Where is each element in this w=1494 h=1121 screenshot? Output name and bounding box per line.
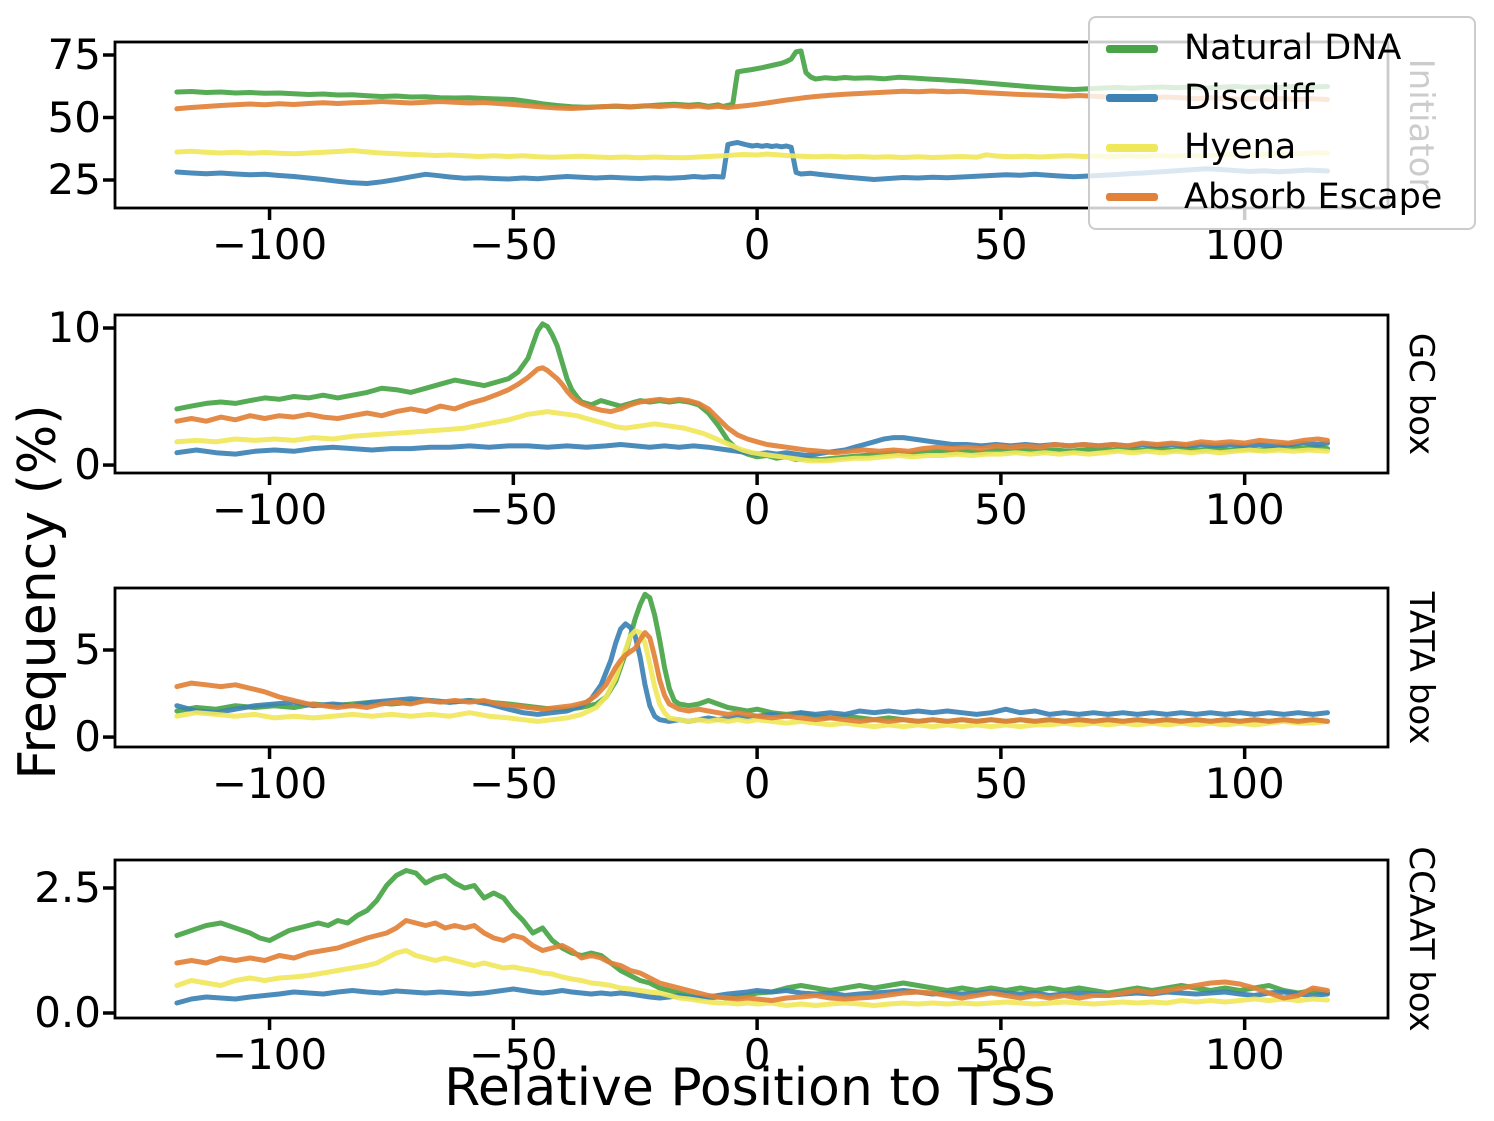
x-tick-label: −100: [211, 485, 328, 534]
panel-title-gc-box: GC box: [1401, 332, 1441, 456]
x-tick-label: 0: [743, 1030, 771, 1079]
x-axis-label: Relative Position to TSS: [444, 1058, 1056, 1118]
line-natural-dna: [174, 868, 1330, 1001]
legend-item-absorb-escape: Absorb Escape: [1106, 179, 1468, 216]
y-tick-label: 2.5: [34, 863, 101, 912]
x-tick-label: 100: [1204, 759, 1285, 808]
x-tick-label: 0: [743, 485, 771, 534]
legend-label: Natural DNA: [1184, 28, 1402, 69]
x-tick-label: −50: [469, 759, 558, 808]
x-tick-label: −50: [469, 485, 558, 534]
y-tick-label: 75: [47, 30, 101, 79]
series-lines: [174, 591, 1330, 730]
panel-gc-box: [103, 313, 1390, 485]
y-tick-label: 0: [74, 712, 101, 762]
axes-spine: [113, 586, 1390, 749]
x-tick-label: −100: [211, 220, 328, 269]
x-tick-label: 0: [743, 759, 771, 808]
x-tick-label: 100: [1204, 1030, 1285, 1079]
x-tick-label: −50: [469, 220, 558, 269]
x-tick-label: 50: [974, 220, 1028, 269]
line-absorb-escape: [174, 918, 1330, 1003]
x-tick-label: 100: [1204, 220, 1285, 269]
y-tick-label: 0.0: [34, 988, 101, 1037]
panel-tata-box: [103, 586, 1390, 759]
series-lines: [174, 321, 1330, 464]
axes-spine: [113, 858, 1390, 1020]
y-tick-label: 10: [47, 303, 101, 353]
x-tick-label: −100: [211, 759, 328, 808]
line-absorb-escape: [174, 630, 1330, 724]
y-axis-label: Frequency (%): [8, 404, 68, 780]
legend-swatch-discdiff: [1106, 94, 1158, 103]
legend: Natural DNA Discdiff Hyena Absorb Escape: [1088, 16, 1476, 230]
line-hyena: [174, 948, 1330, 1008]
line-absorb-escape: [174, 365, 1330, 456]
legend-label: Hyena: [1184, 127, 1297, 168]
panel-title-ccaat-box: CCAAT box: [1401, 846, 1441, 1032]
y-tick-label: 0: [74, 440, 101, 490]
legend-label: Discdiff: [1184, 77, 1315, 118]
line-natural-dna: [174, 591, 1330, 724]
x-tick-label: 50: [974, 759, 1028, 808]
y-tick-label: 50: [47, 92, 101, 142]
y-tick-label: 5: [74, 624, 101, 674]
panel-ccaat-box: [103, 858, 1390, 1030]
legend-item-hyena: Hyena: [1106, 129, 1468, 166]
x-tick-label: 100: [1204, 485, 1285, 534]
axes-spine: [113, 313, 1390, 475]
x-tick-label: 50: [974, 1030, 1028, 1079]
legend-item-discdiff: Discdiff: [1106, 80, 1468, 117]
x-tick-label: −100: [211, 1030, 328, 1079]
line-hyena: [174, 409, 1330, 464]
y-tick-label: 25: [47, 155, 101, 204]
x-tick-label: −50: [469, 1030, 558, 1079]
legend-label: Absorb Escape: [1184, 176, 1443, 217]
x-tick-label: 50: [974, 485, 1028, 534]
panel-title-tata-box: TATA box: [1401, 591, 1441, 744]
legend-swatch-hyena: [1106, 143, 1158, 152]
legend-item-natural-dna: Natural DNA: [1106, 30, 1468, 67]
legend-swatch-natural-dna: [1106, 44, 1158, 53]
series-lines: [174, 868, 1330, 1008]
legend-swatch-absorb-escape: [1106, 193, 1158, 202]
x-tick-label: 0: [743, 220, 771, 269]
